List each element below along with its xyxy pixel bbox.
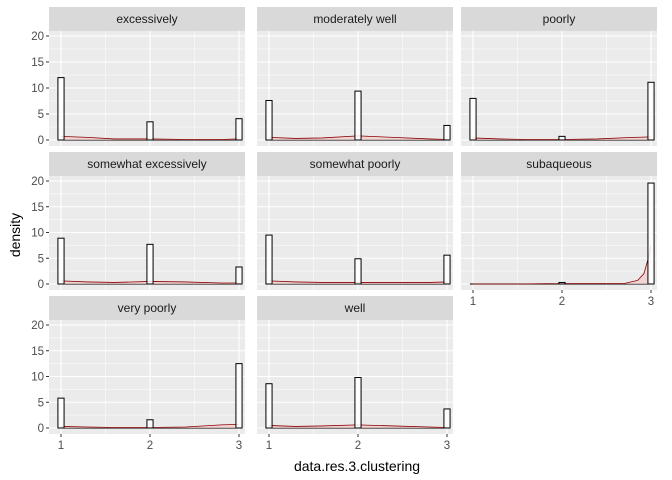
y-tick-label: 0 [38, 279, 44, 291]
facet-moderately-well: moderately well [257, 7, 453, 146]
facet-strip [257, 296, 453, 320]
y-tick-label: 0 [38, 423, 44, 435]
facet-strip [49, 296, 245, 320]
y-tick-label: 10 [31, 372, 44, 384]
y-tick-label: 15 [31, 57, 44, 69]
facet-strip [257, 7, 453, 31]
facet-strip-label: excessively [116, 12, 177, 26]
facet-very-poorly: very poorly 0 5 10 15 20 1 2 3 [31, 296, 245, 452]
histogram-bar [354, 258, 362, 285]
histogram-bar [57, 237, 65, 285]
histogram-bar [647, 182, 655, 285]
histogram-bar [146, 419, 154, 429]
y-tick-label: 5 [38, 109, 44, 121]
facet-excessively: excessively 0 5 10 15 20 [31, 7, 245, 147]
y-tick-label: 15 [31, 202, 44, 214]
facet-strip [257, 152, 453, 176]
facet-somewhat-poorly: somewhat poorly [257, 152, 453, 290]
x-tick-label: 1 [58, 440, 64, 452]
x-tick-label: 2 [559, 296, 565, 308]
x-tick-label: 1 [470, 296, 476, 308]
histogram-bar [469, 97, 477, 141]
facet-well: well 1 2 3 [257, 296, 453, 452]
x-tick-label: 3 [236, 440, 242, 452]
y-tick-label: 5 [38, 253, 44, 265]
histogram-bar [57, 397, 65, 429]
facet-strip-label: poorly [543, 12, 576, 26]
histogram-bar [443, 408, 451, 429]
histogram-bar [354, 90, 362, 141]
histogram-bar [443, 124, 451, 141]
histogram-bar [265, 99, 273, 141]
density-line [473, 245, 652, 285]
histogram-bar [354, 377, 362, 429]
histogram-bar [558, 281, 566, 285]
density-area [473, 136, 651, 140]
x-tick-label: 2 [355, 440, 361, 452]
histogram-bar [146, 121, 154, 141]
y-tick-label: 5 [38, 397, 44, 409]
y-tick-label: 20 [31, 176, 44, 188]
facet-somewhat-excessively: somewhat excessively 0 5 10 15 20 [31, 152, 245, 291]
y-tick-label: 10 [31, 83, 44, 95]
histogram-bar [265, 383, 273, 429]
histogram-bar [235, 363, 243, 429]
density-area [61, 136, 239, 140]
facet-strip-label: very poorly [118, 301, 177, 315]
y-tick-label: 15 [31, 346, 44, 358]
x-tick-label: 2 [147, 440, 153, 452]
histogram-bar [265, 234, 273, 285]
histogram-bar [235, 118, 243, 141]
histogram-bar [443, 254, 451, 285]
facet-strip-label: well [344, 301, 366, 315]
histogram-bar [235, 266, 243, 285]
x-tick-label: 3 [444, 440, 450, 452]
histogram-bar [146, 243, 154, 285]
facet-strip [49, 152, 245, 176]
facet-strip-label: somewhat poorly [310, 157, 401, 171]
y-tick-label: 0 [38, 135, 44, 147]
density-area [61, 424, 239, 428]
x-axis-title: data.res.3.clustering [294, 458, 420, 474]
facet-strip [49, 7, 245, 31]
facet-subaqueous: subaqueous 1 2 3 [461, 152, 657, 308]
facet-strip [461, 7, 657, 31]
histogram-bar [647, 81, 655, 141]
histogram-bar [558, 135, 566, 141]
y-tick-label: 20 [31, 320, 44, 332]
y-tick-label: 10 [31, 228, 44, 240]
y-tick-label: 20 [31, 31, 44, 43]
x-tick-label: 3 [648, 296, 654, 308]
facet-strip-label: somewhat excessively [87, 157, 206, 171]
y-axis-title: density [7, 213, 23, 257]
facet-strip-label: subaqueous [526, 157, 591, 171]
facet-strip [461, 152, 657, 176]
histogram-bar [57, 77, 65, 141]
facet-strip-label: moderately well [313, 12, 396, 26]
facet-poorly: poorly [461, 7, 657, 146]
x-tick-label: 1 [266, 440, 272, 452]
